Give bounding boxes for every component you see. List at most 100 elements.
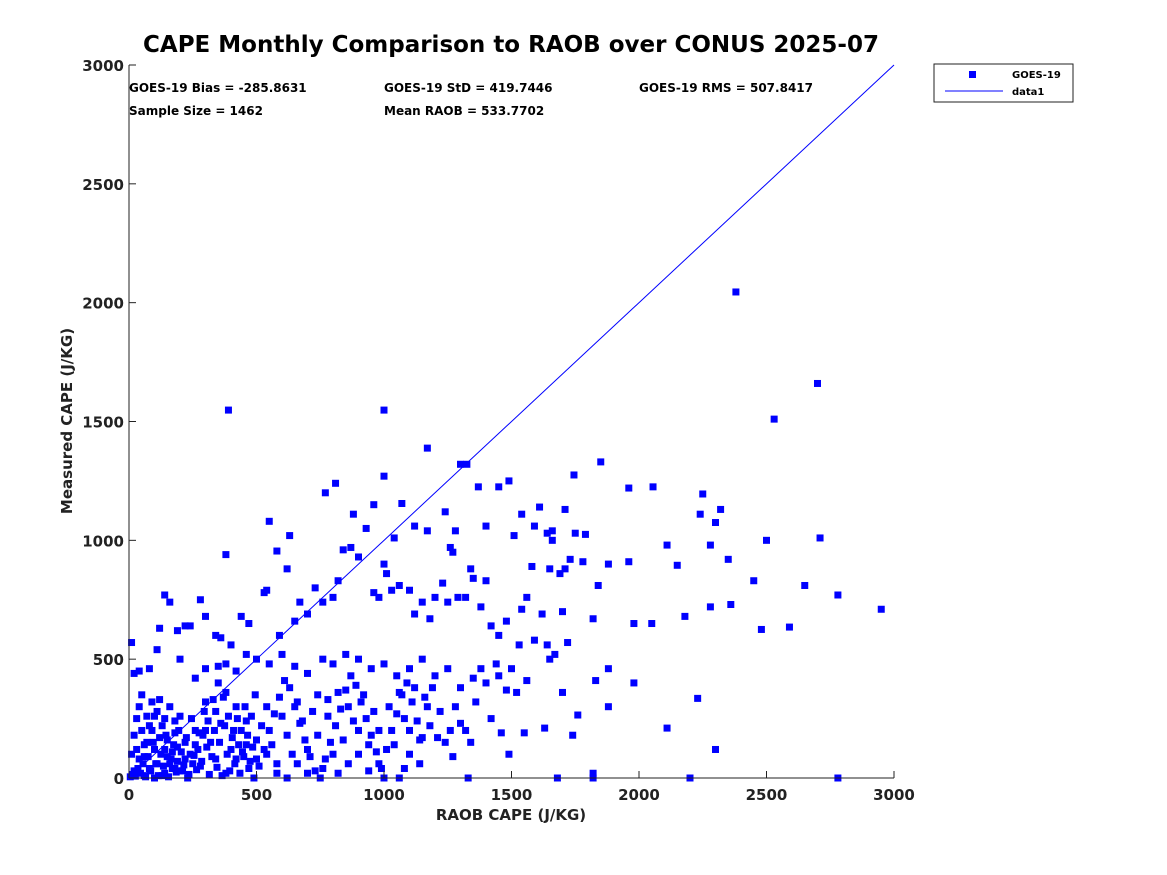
legend-marker-goes19 bbox=[969, 71, 976, 78]
data-point bbox=[186, 622, 194, 630]
data-point bbox=[291, 617, 299, 625]
data-point bbox=[706, 541, 714, 549]
x-tick-label: 2000 bbox=[618, 786, 660, 804]
data-point bbox=[145, 722, 153, 730]
data-point bbox=[138, 691, 146, 699]
data-point bbox=[495, 631, 503, 639]
data-point bbox=[212, 631, 220, 639]
data-point bbox=[355, 750, 362, 758]
data-point bbox=[428, 684, 436, 692]
x-tick-label: 1000 bbox=[363, 786, 405, 804]
data-point bbox=[439, 579, 447, 587]
data-point bbox=[546, 655, 554, 663]
data-point bbox=[727, 601, 735, 609]
data-point bbox=[413, 717, 421, 725]
data-point bbox=[406, 726, 413, 734]
data-point bbox=[451, 527, 459, 535]
data-point bbox=[342, 650, 350, 658]
data-point bbox=[801, 581, 809, 589]
data-point bbox=[457, 684, 464, 692]
data-point bbox=[222, 660, 230, 668]
data-point bbox=[469, 674, 477, 682]
data-point bbox=[408, 698, 416, 706]
data-point bbox=[131, 772, 139, 780]
data-point bbox=[154, 772, 162, 780]
data-point bbox=[834, 591, 842, 599]
data-point bbox=[270, 710, 278, 718]
data-point bbox=[757, 625, 765, 633]
data-point bbox=[508, 665, 515, 673]
data-point bbox=[673, 561, 681, 569]
data-point bbox=[403, 679, 411, 687]
data-point bbox=[454, 593, 462, 601]
data-point bbox=[362, 524, 370, 532]
data-point bbox=[332, 479, 340, 487]
data-point bbox=[625, 558, 633, 566]
data-point bbox=[263, 750, 271, 758]
data-point bbox=[385, 703, 393, 711]
data-point bbox=[332, 722, 340, 730]
data-point bbox=[388, 586, 396, 594]
data-point bbox=[444, 598, 452, 606]
data-point bbox=[334, 688, 342, 696]
data-point bbox=[265, 517, 273, 525]
data-point bbox=[732, 288, 740, 296]
data-point bbox=[324, 696, 332, 704]
data-point bbox=[186, 750, 194, 758]
data-point bbox=[214, 679, 222, 687]
data-point bbox=[221, 722, 229, 730]
data-point bbox=[185, 770, 193, 778]
stat-mean-raob: Mean RAOB = 533.7702 bbox=[384, 104, 544, 118]
data-point bbox=[235, 741, 243, 749]
data-point bbox=[785, 623, 793, 631]
data-point bbox=[474, 483, 482, 491]
data-point bbox=[877, 605, 885, 613]
data-point bbox=[477, 665, 485, 673]
data-point bbox=[342, 686, 350, 694]
data-point bbox=[367, 731, 375, 739]
x-ticks: 0 500 1000 1500 2000 2500 3000 bbox=[124, 771, 915, 804]
data-point bbox=[171, 717, 179, 725]
data-point bbox=[423, 527, 431, 535]
data-point bbox=[370, 501, 378, 509]
data-point bbox=[268, 741, 276, 749]
data-point bbox=[370, 589, 378, 597]
data-points bbox=[126, 288, 885, 782]
data-point bbox=[398, 499, 406, 507]
data-point bbox=[249, 743, 257, 751]
data-point bbox=[717, 505, 725, 513]
data-point bbox=[163, 736, 171, 744]
data-point bbox=[349, 717, 357, 725]
data-point bbox=[296, 598, 304, 606]
data-point bbox=[434, 734, 442, 742]
data-point bbox=[375, 593, 383, 601]
data-point bbox=[418, 734, 426, 742]
data-point bbox=[380, 406, 388, 414]
stat-rms: GOES-19 RMS = 507.8417 bbox=[639, 81, 813, 95]
data-point bbox=[561, 565, 569, 573]
data-point bbox=[265, 660, 273, 668]
y-tick-label: 3000 bbox=[82, 57, 124, 75]
y-tick-label: 1500 bbox=[82, 414, 124, 432]
data-point bbox=[242, 741, 250, 749]
data-point bbox=[158, 722, 166, 730]
data-point bbox=[166, 598, 174, 606]
data-point bbox=[406, 750, 413, 758]
data-point bbox=[135, 667, 143, 675]
data-point bbox=[559, 608, 566, 616]
data-point bbox=[663, 724, 671, 732]
data-point bbox=[203, 743, 211, 751]
data-point bbox=[190, 751, 198, 759]
data-point bbox=[344, 760, 352, 768]
data-point bbox=[543, 529, 551, 537]
stat-std: GOES-19 StD = 419.7446 bbox=[384, 81, 553, 95]
data-point bbox=[457, 719, 464, 727]
data-point bbox=[505, 477, 513, 485]
data-point bbox=[649, 483, 657, 491]
data-point bbox=[173, 743, 181, 751]
data-point bbox=[130, 767, 138, 775]
data-point bbox=[416, 760, 424, 768]
data-point bbox=[251, 691, 259, 699]
data-point bbox=[589, 615, 597, 623]
